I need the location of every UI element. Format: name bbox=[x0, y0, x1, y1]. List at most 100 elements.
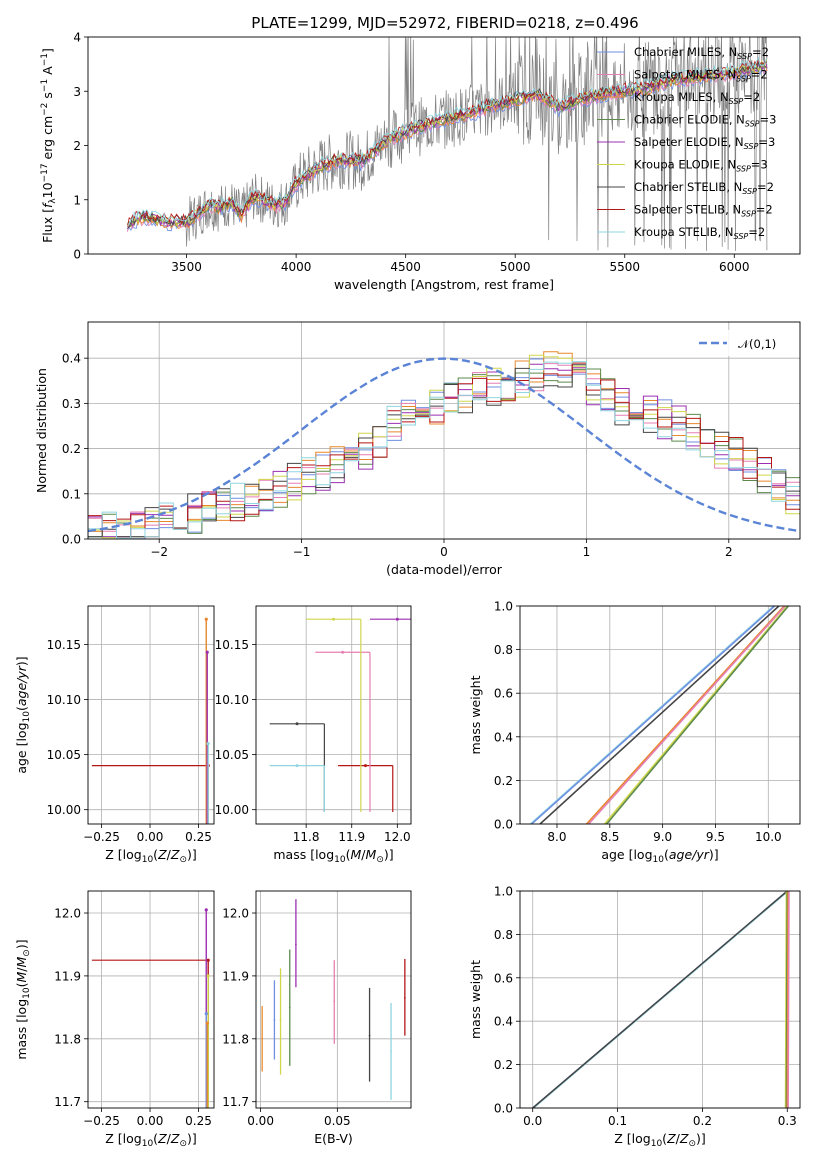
x-tick-label: 8.5 bbox=[600, 830, 619, 844]
y-tick-label: 0.2 bbox=[494, 774, 513, 788]
axes-frame bbox=[87, 36, 801, 255]
cumulative-mass-line bbox=[539, 606, 780, 824]
label-part: ⊙ bbox=[179, 855, 187, 865]
label-part: −2 bbox=[40, 103, 50, 116]
label-part: SSP bbox=[741, 210, 756, 219]
x-tick-label: −1 bbox=[293, 545, 311, 559]
y-tick-label: 10.05 bbox=[215, 748, 249, 762]
panel-residuals: −2 −1 0 1 2 0.0 0.1 0.2 0.3 0.4 (data-model)/error… bbox=[34, 321, 801, 577]
data-point bbox=[288, 1006, 291, 1009]
x-tick-label: 0.25 bbox=[185, 1114, 212, 1128]
cumulative-mass-line bbox=[787, 891, 790, 1108]
legend-entry: Chabrier ELODIE, NSSP=3 bbox=[634, 113, 776, 129]
data-point bbox=[341, 650, 345, 654]
label-part: ( bbox=[153, 1131, 158, 1146]
axes-frame bbox=[519, 890, 801, 1109]
observed-spectrum-line bbox=[127, 37, 768, 252]
label-part: SSP bbox=[744, 142, 759, 151]
cumulative-mass-line bbox=[532, 891, 788, 1108]
data-point bbox=[279, 1019, 282, 1021]
y-tick-label: 4 bbox=[73, 31, 81, 45]
label-part: =2 bbox=[751, 68, 768, 82]
data-point bbox=[332, 617, 335, 621]
label-part: (data-model)/error bbox=[386, 562, 503, 577]
legend-entry: Kroupa STELIB, NSSP=2 bbox=[634, 225, 765, 241]
label-part: )] bbox=[709, 847, 719, 862]
label-part: f bbox=[40, 202, 55, 208]
data-point bbox=[206, 958, 210, 962]
label-part: ⊙ bbox=[376, 855, 384, 865]
label-part: SSP bbox=[742, 187, 757, 196]
data-point bbox=[205, 1021, 209, 1025]
y-tick-label: 10.15 bbox=[47, 638, 81, 652]
label-part: )] bbox=[384, 847, 394, 862]
label-part: erg cm bbox=[40, 116, 55, 164]
label-part: ( bbox=[14, 983, 29, 988]
x-axis-label: age [log10(age/yr)] bbox=[601, 847, 718, 865]
label-part: λ bbox=[48, 198, 58, 204]
y-tick-label: 0.4 bbox=[494, 730, 513, 744]
label-part: Kroupa STELIB, N bbox=[634, 225, 734, 239]
y-tick-label: 0 bbox=[73, 248, 81, 262]
cumulative-mass-line bbox=[606, 606, 789, 824]
y-tick-label: 0.6 bbox=[494, 687, 513, 701]
label-part: ⊙ bbox=[179, 1139, 187, 1149]
data-point bbox=[204, 617, 208, 621]
label-part: mass weight bbox=[468, 960, 483, 1039]
label-part: / bbox=[14, 967, 29, 972]
x-tick-label: 3500 bbox=[171, 260, 202, 274]
legend-entry: Salpeter STELIB, NSSP=2 bbox=[634, 203, 773, 219]
y-tick-label: 0.0 bbox=[494, 1102, 513, 1116]
label-part: M bbox=[366, 847, 377, 862]
x-tick-label: 12.0 bbox=[384, 830, 411, 844]
label-part: 10 bbox=[653, 855, 665, 865]
x-tick-label: 4000 bbox=[281, 260, 312, 274]
x-tick-label: 4500 bbox=[390, 260, 421, 274]
label-part: 10 bbox=[142, 855, 154, 865]
data-point bbox=[204, 908, 208, 912]
y-axis-label: Flux [fλ10−17 erg cm−2 s−1 A−1] bbox=[40, 48, 58, 243]
y-tick-label: 0.8 bbox=[494, 928, 513, 942]
label-part: Chabrier ELODIE, N bbox=[634, 113, 745, 127]
label-part: =2 bbox=[757, 180, 774, 194]
label-part: ⊙ bbox=[688, 1139, 696, 1149]
label-part: mass weight bbox=[468, 675, 483, 754]
x-tick-label: 5500 bbox=[609, 260, 640, 274]
axes-frame bbox=[255, 605, 412, 825]
x-axis-label: Z [log10(Z/Z⊙)] bbox=[614, 1131, 706, 1149]
x-axis-label: Z [log10(Z/Z⊙)] bbox=[105, 1131, 197, 1149]
x-axis-label: (data-model)/error bbox=[386, 562, 503, 577]
y-tick-label: 0.1 bbox=[62, 487, 81, 501]
legend: 𝒩(0,1) bbox=[690, 330, 794, 356]
x-tick-label: 0.00 bbox=[247, 1114, 274, 1128]
legend-entry: Chabrier STELIB, NSSP=2 bbox=[634, 180, 774, 196]
label-part: ⊙ bbox=[22, 949, 32, 957]
y-tick-label: 0.8 bbox=[494, 643, 513, 657]
label-part: =3 bbox=[758, 135, 775, 149]
x-tick-label: −0.25 bbox=[83, 1114, 120, 1128]
y-tick-label: 0.2 bbox=[494, 1058, 513, 1072]
y-tick-label: 3 bbox=[73, 85, 81, 99]
label-part: Z bbox=[157, 847, 167, 862]
data-point bbox=[205, 650, 209, 654]
x-tick-label: 0.2 bbox=[693, 1114, 712, 1128]
axes-frame bbox=[87, 321, 801, 540]
label-part: Z bbox=[170, 847, 180, 862]
label-part: SSP bbox=[736, 75, 751, 84]
cumulative-mass-line bbox=[531, 606, 776, 824]
y-tick-label: 2 bbox=[73, 139, 81, 153]
y-axis-label: mass weight bbox=[468, 960, 483, 1039]
data-point bbox=[295, 764, 299, 768]
legend-entry: Salpeter ELODIE, NSSP=3 bbox=[634, 135, 775, 151]
x-axis-label: mass [log10(M/M⊙)] bbox=[273, 847, 393, 865]
label-part: 10 bbox=[334, 855, 346, 865]
label-part: =3 bbox=[760, 113, 777, 127]
label-part: −17 bbox=[40, 163, 50, 182]
panel-age-vs-mass: 11.8 11.9 12.0 10.00 10.05 10.10 10.15 mass [lo… bbox=[215, 605, 412, 865]
label-part: )] bbox=[187, 1131, 197, 1146]
panel-cumulative-Z: 0.0 0.1 0.2 0.30.00.20.40.60.81.0Z [log10(Z… bbox=[468, 885, 801, 1149]
label-part: ] bbox=[40, 48, 55, 53]
x-tick-label: 5000 bbox=[500, 260, 531, 274]
